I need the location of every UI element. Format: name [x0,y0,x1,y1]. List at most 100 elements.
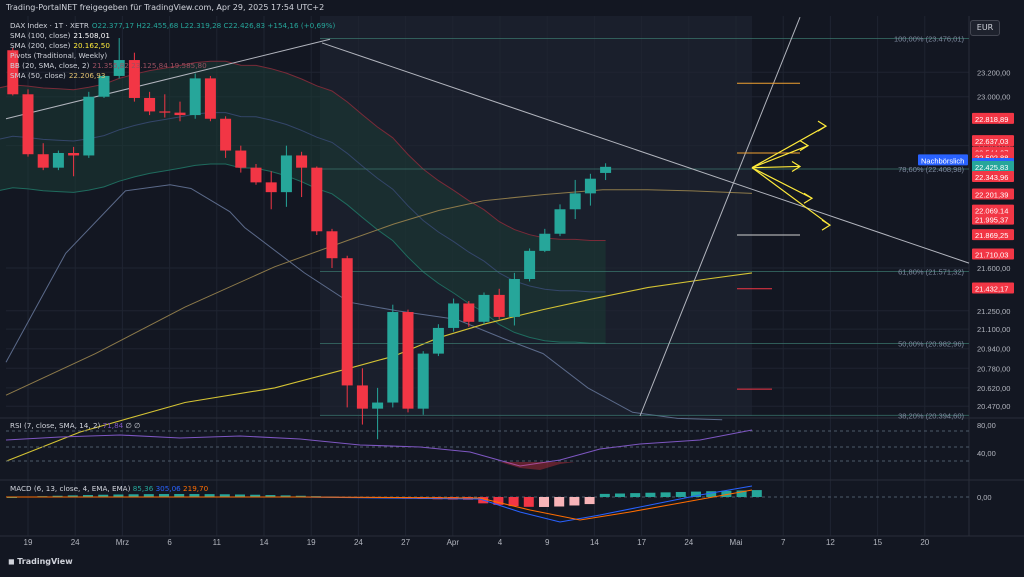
candle-body [570,193,581,209]
macd-hist-bar [569,497,579,505]
candle-body [68,153,79,155]
fib-level-label: 38,20% (20.394,60) [898,411,964,420]
y-tick-label: 21.250,00 [977,307,1010,316]
candle-body [251,168,262,183]
candle-body [38,154,49,167]
y-tick-label: 21.100,00 [977,325,1010,334]
legend-sma200[interactable]: SMA (200, close) [10,41,70,50]
macd-label[interactable]: MACD (6, 13, close, 4, EMA, EMA) [10,484,130,493]
candle-body [281,155,292,192]
candle-body [83,97,94,156]
brand-name: TradingView [17,557,72,566]
macd-hist-bar [630,493,640,497]
price-label: 21.710,03 [975,251,1008,260]
rsi-tick: 40,00 [977,449,996,458]
candle-body [327,231,338,258]
macd-hist-bar [752,490,762,497]
x-tick-label: 20 [920,538,929,547]
legend-sma100[interactable]: SMA (100, close) [10,31,70,40]
candle-body [220,119,231,151]
macd-hist-bar [524,497,534,507]
candle-body [357,385,368,408]
x-tick-label: 14 [590,538,599,547]
x-tick-label: 14 [260,538,269,547]
x-tick-label: 24 [684,538,693,547]
legend-bb-values: 21.355,82 23.125,84 19.585,80 [92,61,206,70]
candle-body [479,295,490,322]
candle-body [387,312,398,403]
y-tick-label: 23.000,00 [977,93,1010,102]
candle-body [433,328,444,354]
x-tick-label: 11 [213,538,222,547]
candle-body [494,295,505,317]
macd-hist-bar [539,497,549,507]
candle-body [235,151,246,168]
candle-body [342,258,353,385]
y-tick-label: 20.780,00 [977,364,1010,373]
candle-body [524,251,535,279]
tv-icon: ◼ [8,557,15,566]
x-tick-label: 4 [498,538,503,547]
legend-bb[interactable]: BB (20, SMA, close, 2) [10,61,89,70]
price-label: Nachbörslich [921,156,964,165]
candle-body [190,78,201,115]
candle-body [585,179,596,194]
candle-body [600,167,611,173]
rsi-legend: RSI (7, close, SMA, 14, 2) 71,84 ∅ ∅ [10,421,140,430]
macd-hist-bar [661,492,671,497]
y-tick-label: 20.620,00 [977,384,1010,393]
legend-sma100-value: 21.508,01 [73,31,110,40]
candle-body [372,403,383,409]
macd-line-value: 305,06 [156,484,181,493]
y-tick-label: 20.940,00 [977,345,1010,354]
y-tick-label: 23.200,00 [977,68,1010,77]
macd-hist-bar [676,492,686,497]
x-tick-label: 19 [24,538,33,547]
macd-hist-bar [554,497,564,507]
tradingview-logo: ◼ TradingView [8,557,73,566]
x-tick-label: 6 [167,538,172,547]
macd-hist-bar [645,493,655,497]
candle-body [175,113,186,115]
currency-button[interactable]: EUR [970,20,1000,36]
price-label: 21.432,17 [975,285,1008,294]
candle-body [205,78,216,118]
candle-body [539,234,550,251]
x-tick-label: Apr [447,538,460,547]
fib-level-label: 50,00% (20.982,96) [898,339,964,348]
candle-body [463,303,474,321]
candle-body [296,155,307,167]
price-label: 22.637,03 [975,137,1008,146]
legend-sma50[interactable]: SMA (50, close) [10,71,66,80]
price-label: 22.343,96 [975,173,1008,182]
candle-body [144,98,155,111]
candle-body [266,182,277,192]
macd-legend: MACD (6, 13, close, 4, EMA, EMA) 85,36 3… [10,484,208,493]
legend-sma200-value: 20.162,50 [73,41,110,50]
x-tick-label: 17 [637,538,646,547]
rsi-value: 71,84 [103,421,124,430]
x-tick-label: Mrz [116,538,129,547]
x-tick-label: 24 [354,538,363,547]
candle-body [53,153,64,168]
rsi-extra: ∅ ∅ [126,421,141,430]
x-tick-label: 27 [401,538,410,547]
candle-body [311,168,322,232]
y-tick-label: 21.600,00 [977,264,1010,273]
x-tick-label: 7 [781,538,786,547]
legend-pivots[interactable]: Pivots (Traditional, Weekly) [10,51,107,60]
candle-body [509,279,520,317]
rsi-label[interactable]: RSI (7, close, SMA, 14, 2) [10,421,100,430]
x-tick-label: 19 [307,538,316,547]
legend-symbol[interactable]: DAX Index · 1T · XETR [10,21,89,30]
macd-signal-value: 219,70 [183,484,208,493]
page-title: Trading-PortalNET freigegeben für Tradin… [6,3,324,12]
price-label: 22.201,39 [975,190,1008,199]
fib-level-label: 100,00% (23.476,01) [894,35,965,44]
x-tick-label: 15 [873,538,882,547]
fib-level-label: 78,60% (22.408,98) [898,165,964,174]
candle-body [448,303,459,327]
rsi-tick: 80,00 [977,421,996,430]
candle-body [555,209,566,233]
price-label: 21.869,25 [975,231,1008,240]
